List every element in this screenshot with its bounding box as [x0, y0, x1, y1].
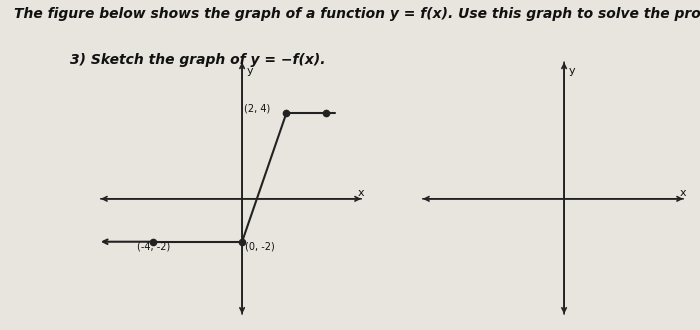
Text: y: y [246, 66, 253, 76]
Text: (-4, -2): (-4, -2) [136, 242, 170, 252]
Text: x: x [357, 188, 364, 198]
Text: The figure below shows the graph of a function y = f(x). Use this graph to solve: The figure below shows the graph of a fu… [14, 7, 700, 20]
Text: x: x [679, 188, 686, 198]
Text: (0, -2): (0, -2) [246, 242, 275, 252]
Text: 3) Sketch the graph of y = −f(x).: 3) Sketch the graph of y = −f(x). [70, 53, 326, 67]
Text: y: y [568, 66, 575, 76]
Text: (2, 4): (2, 4) [244, 103, 270, 113]
